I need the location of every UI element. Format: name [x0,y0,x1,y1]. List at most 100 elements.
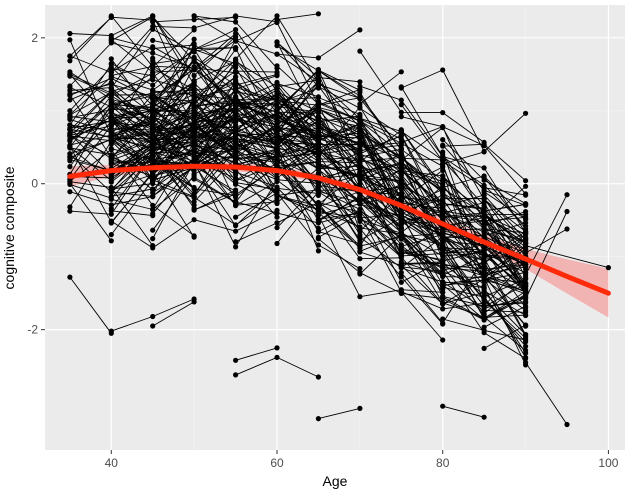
trajectory-line [193,189,236,211]
observation-point [274,345,280,351]
observation-point [315,153,321,159]
observation-point [481,258,487,264]
observation-point [274,13,280,19]
trajectory-line [69,95,195,137]
observation-point [481,148,487,154]
observation-point [274,152,280,158]
trajectory-line [276,195,319,211]
observation-point [481,345,487,351]
observation-point [523,192,529,198]
observation-point [481,272,487,278]
trajectory-line [152,301,195,327]
trajectory-line [276,53,402,140]
observation-point [440,204,446,210]
observation-point [108,89,114,95]
observation-point [440,268,446,275]
observation-point [481,277,487,283]
observation-point [274,39,280,45]
observation-point [233,239,239,245]
smooth-curve [67,163,611,296]
trajectory-line [276,161,402,206]
observation-point [398,114,404,120]
trajectory-line [318,108,361,125]
observation-point [315,234,321,240]
trajectory-line [318,191,361,218]
observation-point [274,214,280,220]
trajectory-line [276,106,402,173]
trajectory-line [152,107,278,197]
observation-point [108,69,114,75]
observation-point [191,125,197,132]
observation-point [233,58,239,64]
observation-point [108,173,114,179]
trajectory-line [276,109,319,161]
trajectory-line [276,202,402,260]
trajectory-line [442,296,485,320]
observation-point [440,273,446,279]
observation-point [67,179,73,185]
trajectory-line [152,93,195,126]
observation-point [150,121,156,127]
observation-point [108,14,114,20]
trajectory-line [317,214,443,298]
observation-point [191,133,197,140]
observation-point [440,163,446,169]
observation-point [150,149,156,155]
observation-point [233,45,239,51]
observation-point [357,48,363,54]
observation-point [191,103,197,109]
observation-point [191,234,197,240]
observation-point [523,308,529,314]
observation-point [357,266,363,272]
observation-point [150,211,156,217]
x-tick-label: 100 [598,456,618,470]
observation-point [523,289,529,295]
observation-point [233,198,239,204]
observation-point [108,232,114,238]
observation-point [274,207,280,213]
observation-point [108,160,114,167]
trajectory-line [152,117,195,130]
observation-point [357,206,363,212]
observation-point [67,53,73,59]
trajectory-line [69,183,112,242]
trajectory-line [401,249,443,269]
trajectory-line [318,168,443,232]
observation-point [108,328,114,334]
trajectory-line [483,214,526,235]
observation-point [440,316,446,322]
observation-point [233,104,239,111]
observation-point [108,101,114,107]
observation-point [440,259,446,265]
trajectory-line [318,213,444,341]
observation-point [150,323,156,329]
observation-point [108,56,114,62]
observation-point [67,130,73,136]
observation-point [523,339,529,345]
observation-point [398,109,404,115]
observation-point [233,202,239,208]
observation-point [233,193,239,199]
x-tick-label: 40 [105,456,119,470]
observation-point [108,85,114,91]
observation-point [398,97,404,103]
trajectory-line [69,82,112,101]
observation-point [233,99,239,105]
observation-point [440,137,446,143]
trajectory-line [359,71,402,105]
observation-point [440,253,446,259]
observation-point [398,232,404,238]
observation-point [274,73,280,79]
observation-points [67,11,612,428]
trajectory-line [110,132,236,183]
observation-point [108,238,114,244]
observation-point [233,177,239,184]
observation-point [233,110,239,116]
trajectory-line [276,65,319,105]
observation-point [523,296,529,302]
observation-point [67,208,73,214]
observation-point [357,193,363,199]
observation-point [523,183,529,189]
observation-point [233,357,239,363]
observation-point [315,242,321,248]
